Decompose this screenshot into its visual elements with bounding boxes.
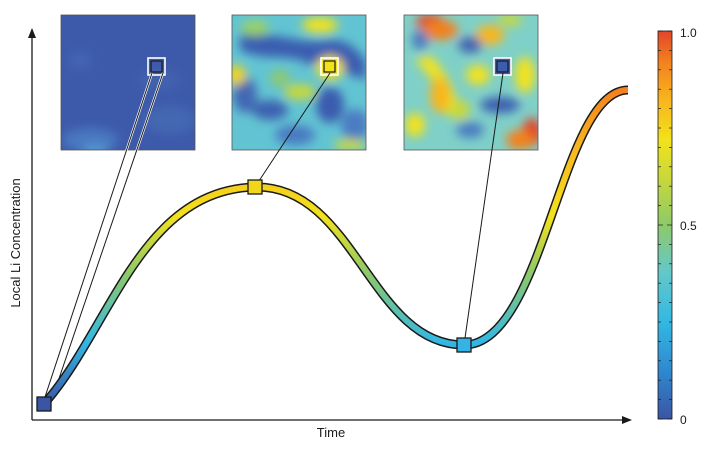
colorbar-tick-top: 1.0 bbox=[680, 26, 697, 40]
inset-mid-concentration bbox=[231, 14, 367, 151]
marker-start bbox=[36, 396, 52, 412]
inset-low-sample-box bbox=[147, 57, 166, 76]
y-axis-label: Local Li Concentration bbox=[8, 178, 23, 307]
y-axis-arrow bbox=[28, 28, 36, 38]
marker-valley bbox=[456, 337, 472, 353]
marker-peak bbox=[247, 179, 263, 195]
colorbar: 1.0 0.5 0 bbox=[657, 26, 697, 427]
connector-valley bbox=[463, 72, 504, 346]
connector-peak bbox=[254, 72, 331, 188]
connectors bbox=[42, 72, 504, 406]
inset-mid-sample-box bbox=[320, 57, 339, 76]
concentration-curve bbox=[40, 85, 629, 407]
axes bbox=[28, 28, 632, 424]
x-axis-arrow bbox=[622, 416, 632, 424]
colorbar-tick-mid: 0.5 bbox=[680, 219, 697, 233]
inset-high-concentration bbox=[403, 14, 539, 151]
colorbar-tick-bottom: 0 bbox=[680, 413, 687, 427]
inset-low-concentration bbox=[60, 14, 196, 151]
x-axis-label: Time bbox=[317, 425, 345, 440]
